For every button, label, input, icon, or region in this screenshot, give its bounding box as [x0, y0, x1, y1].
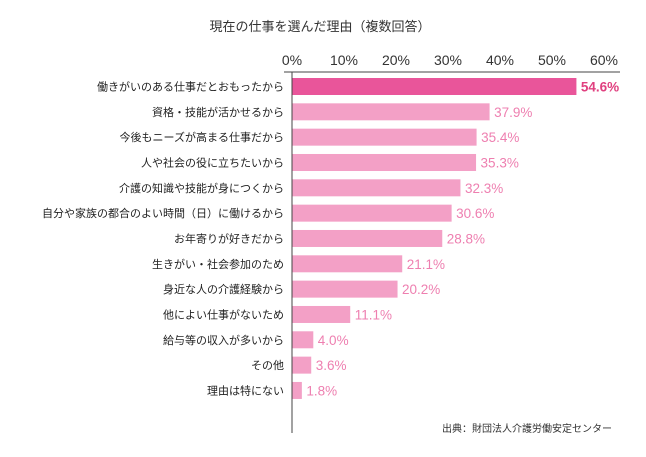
value-label: 32.3%: [465, 181, 503, 196]
x-tick-label: 30%: [434, 52, 462, 68]
bar: [292, 280, 398, 298]
category-label: 理由は特にない: [207, 383, 284, 397]
category-label: お年寄りが好きだから: [174, 231, 284, 245]
value-label: 4.0%: [318, 333, 349, 348]
value-label: 28.8%: [447, 231, 485, 246]
category-label: 他によい仕事がないため: [163, 307, 284, 321]
value-label: 30.6%: [456, 206, 494, 221]
bar: [292, 78, 577, 95]
value-label: 3.6%: [316, 358, 347, 373]
category-label: 資格・技能が活かせるから: [152, 105, 284, 119]
bars: [292, 78, 577, 399]
bar: [292, 128, 477, 146]
x-tick-label: 60%: [590, 52, 618, 68]
bar: [292, 229, 443, 247]
category-label: 自分や家族の都合のよい時間（日）に働けるから: [42, 206, 284, 220]
x-tick-label: 20%: [382, 52, 410, 68]
value-label: 11.1%: [355, 307, 392, 322]
category-labels: 働きがいのある仕事だとおもったから資格・技能が活かせるから今後もニーズが高まる仕…: [42, 80, 284, 398]
bar: [292, 381, 302, 399]
source-note: 出典：財団法人介護労働安定センター: [442, 422, 612, 435]
value-label: 35.4%: [481, 130, 519, 145]
value-label: 37.9%: [494, 105, 532, 120]
bar: [292, 179, 461, 197]
x-tick-label: 50%: [538, 52, 566, 68]
value-label: 54.6%: [581, 80, 619, 95]
x-tick-label: 10%: [330, 52, 358, 68]
bar: [292, 204, 452, 222]
category-label: 人や社会の役に立ちたいから: [141, 155, 284, 169]
category-label: 給与等の収入が多いから: [163, 333, 284, 347]
category-label: 介護の知識や技能が身につくから: [119, 181, 284, 195]
value-label: 1.8%: [306, 383, 337, 398]
category-label: 働きがいのある仕事だとおもったから: [97, 80, 284, 94]
value-labels: 54.6% 37.9% 35.4% 35.3% 32.3% 30.6% 28.8%21.1%…: [306, 80, 619, 399]
category-label: 生きがい・社会参加のため: [152, 257, 284, 271]
x-tick-label: 0%: [282, 52, 302, 68]
x-axis-ticks: 0% 10% 20% 30% 40% 50% 60%: [282, 52, 618, 68]
value-label: 35.3%: [481, 155, 519, 170]
value-label: 20.2%: [402, 282, 440, 297]
bar: [292, 305, 351, 323]
x-tick-label: 40%: [486, 52, 514, 68]
bar: [292, 356, 312, 374]
axes: [284, 71, 620, 433]
chart-title: 現在の仕事を選んだ理由（複数回答）: [209, 19, 430, 35]
bar: [292, 103, 490, 121]
bar: [292, 255, 403, 273]
bar: [292, 331, 314, 349]
category-label: 今後もニーズが高まる仕事だから: [120, 130, 284, 144]
category-label: 身近な人の介護経験から: [163, 282, 284, 296]
value-label: 21.1%: [407, 257, 445, 272]
category-label: その他: [251, 359, 284, 372]
bar: [292, 153, 477, 171]
